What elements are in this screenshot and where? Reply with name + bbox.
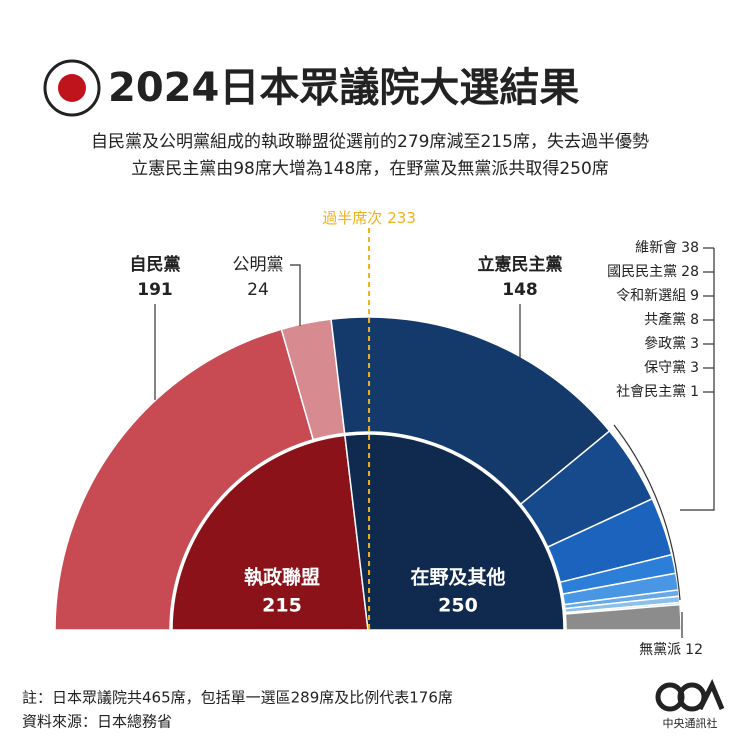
party-name: 維新會	[635, 240, 677, 256]
party-value: 8	[690, 312, 699, 328]
party-value: 38	[681, 240, 699, 256]
party-label: 立憲民主黨	[478, 254, 563, 275]
group-value: 250	[438, 595, 478, 617]
group-segment	[171, 434, 369, 631]
group-label: 執政聯盟	[244, 566, 320, 589]
party-name: 保守黨	[644, 360, 686, 376]
flag-sun	[58, 74, 86, 102]
party-label: 無黨派 12	[639, 642, 703, 658]
party-name: 參政黨	[644, 336, 686, 352]
majority-text: 過半席次	[322, 209, 382, 227]
group-label: 在野及其他	[410, 566, 505, 589]
logo: 中央通訊社	[655, 678, 725, 730]
party-label: 自民黨	[130, 254, 181, 275]
party-value: 191	[137, 280, 173, 300]
party-label: 參政黨 3	[644, 336, 699, 352]
party-label: 保守黨 3	[644, 360, 699, 376]
party-segment	[564, 603, 682, 631]
party-label: 國民民主黨 28	[607, 264, 699, 280]
logo-mark	[697, 678, 725, 711]
party-name: 無黨派	[639, 642, 681, 658]
party-value: 24	[247, 280, 269, 300]
logo-text: 中央通訊社	[663, 716, 718, 730]
leader-line	[290, 264, 301, 326]
source: 資料來源：日本總務省	[22, 713, 172, 731]
party-value: 1	[690, 384, 699, 400]
party-value: 9	[690, 288, 699, 304]
party-value: 3	[690, 360, 699, 376]
group-value: 215	[262, 595, 302, 617]
subtitle: 自民黨及公明黨組成的執政聯盟從選前的279席減至215席，失去過半優勢	[91, 132, 649, 152]
party-value: 12	[685, 642, 703, 658]
party-value: 3	[690, 336, 699, 352]
group-segment	[344, 433, 565, 631]
party-name: 國民民主黨	[607, 264, 677, 280]
party-label: 公明黨	[233, 255, 284, 275]
note: 註：日本眾議院共465席，包括單一選區289席及比例代表176席	[22, 689, 453, 707]
party-segment	[330, 316, 611, 506]
party-name: 共產黨	[644, 311, 686, 328]
majority-label: 過半席次 233	[322, 209, 416, 227]
majority-value: 233	[387, 209, 416, 227]
title: 2024日本眾議院大選結果	[108, 65, 579, 111]
party-value: 28	[681, 264, 699, 280]
party-segment	[54, 328, 315, 631]
party-name: 令和新選組	[616, 288, 686, 304]
subtitle: 立憲民主黨由98席大增為148席，在野黨及無黨派共取得250席	[131, 158, 609, 179]
party-value: 148	[502, 280, 538, 300]
bracket	[613, 248, 715, 601]
party-label: 維新會 38	[635, 240, 699, 256]
party-label: 社會民主黨 1	[616, 384, 699, 400]
party-label: 令和新選組 9	[616, 288, 699, 304]
party-name: 社會民主黨	[616, 384, 686, 400]
party-label: 共產黨 8	[644, 311, 699, 328]
